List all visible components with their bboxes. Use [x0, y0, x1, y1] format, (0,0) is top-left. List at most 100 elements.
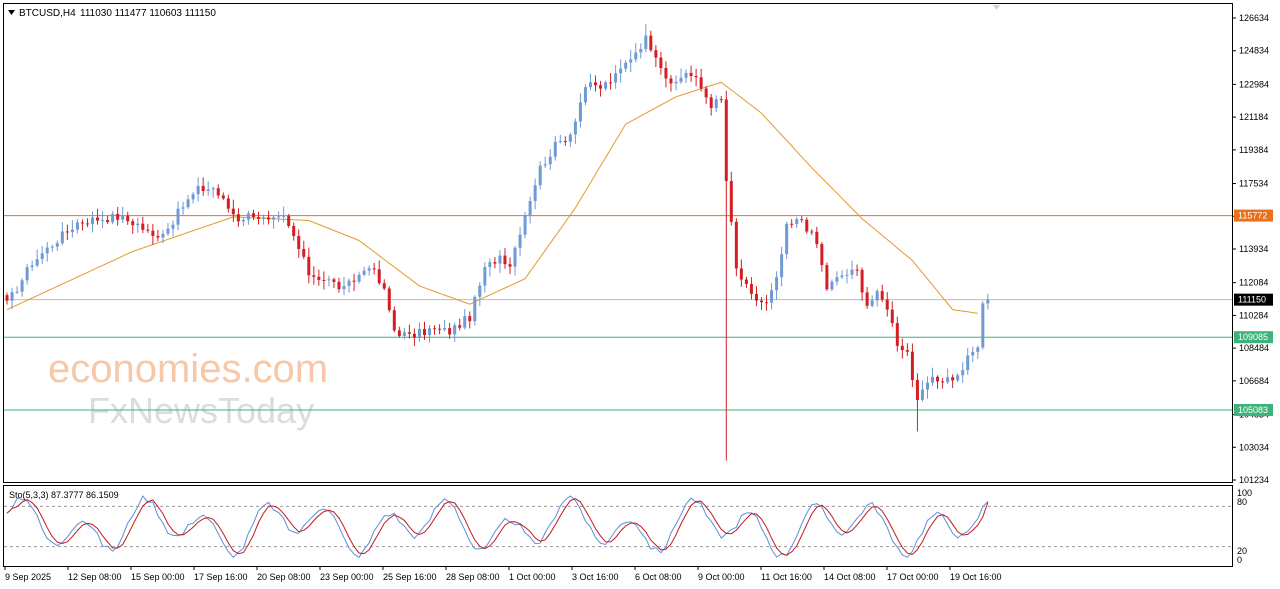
candle[interactable] — [936, 375, 940, 389]
candle[interactable] — [754, 286, 758, 307]
candle[interactable] — [65, 224, 69, 241]
candle[interactable] — [810, 229, 814, 236]
candle[interactable] — [689, 65, 693, 82]
candle[interactable] — [171, 220, 175, 237]
candle[interactable] — [553, 135, 557, 161]
candle[interactable] — [251, 209, 255, 221]
candle[interactable] — [588, 73, 592, 91]
candle[interactable] — [428, 325, 432, 343]
candle[interactable] — [478, 282, 482, 307]
candle[interactable] — [679, 68, 683, 84]
candle[interactable] — [357, 271, 361, 284]
candle[interactable] — [855, 264, 859, 277]
candle[interactable] — [55, 240, 59, 251]
candle[interactable] — [915, 373, 919, 432]
candle[interactable] — [825, 262, 829, 291]
candle[interactable] — [307, 247, 311, 284]
candle[interactable] — [528, 196, 532, 224]
candle[interactable] — [840, 270, 844, 279]
candle[interactable] — [704, 86, 708, 104]
candle[interactable] — [387, 286, 391, 313]
candle[interactable] — [573, 118, 577, 144]
candle[interactable] — [176, 201, 180, 231]
candle[interactable] — [241, 218, 245, 227]
candle[interactable] — [920, 380, 924, 402]
candle[interactable] — [347, 278, 351, 293]
candle[interactable] — [342, 277, 346, 296]
candle[interactable] — [739, 259, 743, 287]
candle[interactable] — [986, 293, 990, 310]
candle[interactable] — [709, 93, 713, 116]
candle[interactable] — [412, 328, 416, 347]
candle[interactable] — [568, 132, 572, 147]
candle[interactable] — [518, 227, 522, 257]
candle[interactable] — [226, 194, 230, 213]
candle[interactable] — [749, 277, 753, 300]
price-panel[interactable] — [3, 3, 1233, 483]
candle[interactable] — [895, 316, 899, 352]
candle[interactable] — [322, 271, 326, 290]
candle[interactable] — [136, 217, 140, 233]
candle[interactable] — [860, 267, 864, 301]
candle[interactable] — [604, 80, 608, 91]
candle[interactable] — [729, 171, 733, 226]
candle[interactable] — [885, 292, 889, 317]
candle[interactable] — [473, 295, 477, 326]
candle[interactable] — [644, 24, 648, 53]
candle[interactable] — [417, 322, 421, 342]
candle[interactable] — [583, 84, 587, 106]
candle[interactable] — [186, 195, 190, 209]
candle[interactable] — [272, 215, 276, 229]
candle[interactable] — [599, 80, 603, 97]
candle[interactable] — [443, 319, 447, 332]
candle[interactable] — [297, 229, 301, 258]
candle[interactable] — [377, 260, 381, 285]
candle[interactable] — [694, 68, 698, 87]
candle[interactable] — [101, 211, 105, 229]
candle[interactable] — [900, 338, 904, 359]
candle[interactable] — [191, 191, 195, 204]
candle[interactable] — [558, 134, 562, 144]
symbol-menu-icon[interactable] — [8, 10, 15, 15]
candle[interactable] — [830, 279, 834, 292]
candle[interactable] — [382, 279, 386, 291]
candle[interactable] — [699, 68, 703, 92]
candle[interactable] — [910, 343, 914, 387]
candle[interactable] — [287, 214, 291, 228]
candle[interactable] — [976, 345, 980, 359]
candle[interactable] — [563, 136, 567, 146]
candle[interactable] — [760, 297, 763, 310]
candle[interactable] — [267, 210, 271, 225]
candle[interactable] — [91, 211, 95, 233]
candle[interactable] — [422, 321, 426, 340]
candle[interactable] — [684, 69, 688, 84]
candle[interactable] — [453, 322, 457, 342]
candle[interactable] — [795, 216, 799, 228]
candle[interactable] — [624, 60, 628, 73]
candle[interactable] — [951, 374, 955, 389]
candle[interactable] — [714, 95, 718, 113]
candle[interactable] — [302, 240, 306, 260]
candle[interactable] — [875, 289, 879, 307]
candle[interactable] — [649, 30, 653, 52]
candle[interactable] — [80, 219, 84, 231]
candle[interactable] — [468, 311, 472, 329]
candle[interactable] — [634, 43, 638, 63]
candle[interactable] — [50, 244, 54, 252]
candle[interactable] — [845, 268, 849, 284]
candle[interactable] — [805, 217, 809, 234]
candle[interactable] — [543, 156, 547, 169]
candle[interactable] — [619, 59, 623, 83]
stochastic-panel[interactable] — [3, 485, 1233, 567]
candle[interactable] — [609, 73, 613, 90]
candle[interactable] — [121, 206, 125, 224]
candle[interactable] — [956, 373, 960, 383]
candle[interactable] — [60, 221, 64, 246]
candle[interactable] — [850, 260, 854, 280]
candle[interactable] — [402, 327, 406, 340]
candle[interactable] — [85, 218, 89, 228]
candle[interactable] — [734, 218, 738, 277]
candle[interactable] — [674, 75, 678, 91]
candle[interactable] — [96, 208, 100, 225]
candle[interactable] — [221, 192, 225, 200]
